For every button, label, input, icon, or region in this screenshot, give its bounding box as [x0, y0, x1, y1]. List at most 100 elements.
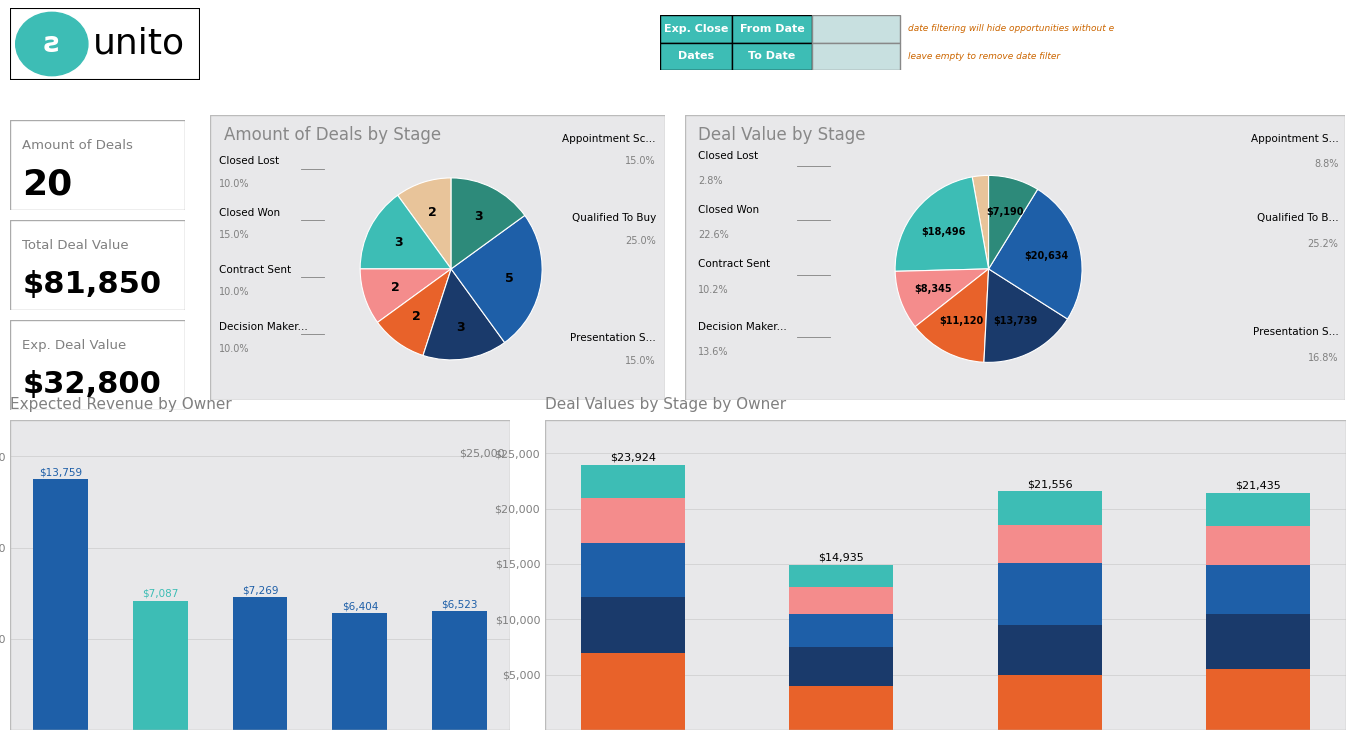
Bar — [1206, 669, 1310, 730]
Text: 3: 3 — [474, 210, 482, 222]
FancyBboxPatch shape — [812, 15, 900, 42]
Bar — [790, 615, 894, 647]
Text: 10.0%: 10.0% — [219, 344, 249, 354]
Text: Contract Sent: Contract Sent — [699, 259, 770, 269]
Text: Appointment Sc...: Appointment Sc... — [563, 133, 656, 144]
Wedge shape — [361, 269, 451, 322]
Text: 3: 3 — [456, 321, 464, 334]
Wedge shape — [895, 269, 988, 327]
Text: Deal Value by Stage: Deal Value by Stage — [699, 126, 865, 144]
Text: $23,924: $23,924 — [611, 453, 657, 463]
Bar — [133, 600, 187, 730]
Text: 2.8%: 2.8% — [699, 176, 723, 186]
Text: $7,190: $7,190 — [985, 208, 1023, 217]
Bar — [1206, 565, 1310, 614]
FancyBboxPatch shape — [812, 42, 900, 70]
Text: Amount of Deals by Stage: Amount of Deals by Stage — [223, 126, 440, 144]
Bar — [997, 525, 1101, 563]
Bar — [997, 491, 1101, 525]
Bar — [1206, 493, 1310, 526]
Text: Dates: Dates — [678, 51, 715, 61]
Bar — [1206, 526, 1310, 565]
FancyBboxPatch shape — [660, 42, 732, 70]
Text: $6,404: $6,404 — [342, 601, 378, 612]
Text: Closed Won: Closed Won — [699, 205, 759, 215]
Text: Expected Revenue by Owner: Expected Revenue by Owner — [9, 397, 232, 412]
Text: 10.0%: 10.0% — [219, 287, 249, 298]
Text: 10.0%: 10.0% — [219, 179, 249, 189]
Bar — [581, 465, 685, 498]
Text: $14,935: $14,935 — [818, 553, 864, 562]
Text: $81,850: $81,850 — [23, 270, 162, 299]
Text: unito: unito — [93, 27, 186, 61]
FancyBboxPatch shape — [732, 15, 812, 42]
Bar — [581, 498, 685, 542]
Text: date filtering will hide opportunities without e: date filtering will hide opportunities w… — [909, 25, 1114, 33]
Text: Closed Lost: Closed Lost — [219, 156, 279, 167]
Bar — [432, 611, 487, 730]
Text: 15.0%: 15.0% — [626, 356, 656, 366]
Wedge shape — [377, 269, 451, 356]
Wedge shape — [895, 177, 988, 272]
Text: $8,345: $8,345 — [914, 284, 952, 294]
Text: 2: 2 — [412, 310, 421, 323]
Text: Decision Maker...: Decision Maker... — [219, 321, 308, 332]
Wedge shape — [451, 178, 525, 269]
Text: 15.0%: 15.0% — [219, 231, 250, 240]
Bar — [997, 563, 1101, 625]
Text: 8.8%: 8.8% — [1314, 159, 1338, 169]
Text: Presentation S...: Presentation S... — [1253, 327, 1338, 337]
Text: Presentation S...: Presentation S... — [571, 333, 656, 343]
Text: $7,269: $7,269 — [242, 586, 279, 596]
Text: leave empty to remove date filter: leave empty to remove date filter — [909, 52, 1061, 61]
Text: From Date: From Date — [739, 24, 805, 33]
Text: Qualified To Buy: Qualified To Buy — [572, 214, 656, 223]
Bar — [790, 565, 894, 587]
Text: 5: 5 — [505, 272, 514, 285]
Text: 2: 2 — [390, 280, 400, 294]
Text: 22.6%: 22.6% — [699, 231, 730, 240]
Bar — [1206, 614, 1310, 669]
Text: $20,634: $20,634 — [1024, 251, 1069, 260]
Text: ƨ: ƨ — [43, 30, 61, 58]
Text: $21,435: $21,435 — [1234, 481, 1280, 490]
Text: $7,087: $7,087 — [141, 589, 178, 599]
Wedge shape — [397, 178, 451, 269]
Text: 16.8%: 16.8% — [1308, 353, 1338, 363]
Wedge shape — [988, 189, 1082, 319]
Wedge shape — [361, 195, 451, 269]
Text: 13.6%: 13.6% — [699, 347, 728, 357]
Text: $32,800: $32,800 — [23, 371, 162, 400]
Text: Closed Won: Closed Won — [219, 208, 280, 217]
Bar — [332, 613, 388, 730]
Bar — [997, 625, 1101, 675]
Text: 2: 2 — [428, 206, 437, 219]
Bar — [790, 587, 894, 615]
Text: 25.2%: 25.2% — [1307, 239, 1338, 249]
Text: Deal Values by Stage by Owner: Deal Values by Stage by Owner — [545, 397, 786, 412]
Bar — [997, 675, 1101, 730]
Wedge shape — [915, 269, 988, 362]
Text: Contract Sent: Contract Sent — [219, 265, 291, 275]
Text: To Date: To Date — [748, 51, 795, 61]
Text: 25.0%: 25.0% — [625, 236, 656, 246]
Text: 15.0%: 15.0% — [626, 156, 656, 167]
Wedge shape — [423, 269, 505, 360]
Text: Qualified To B...: Qualified To B... — [1257, 214, 1338, 223]
Text: Total Deal Value: Total Deal Value — [23, 239, 129, 251]
Text: $25,000: $25,000 — [459, 448, 505, 458]
FancyBboxPatch shape — [660, 15, 732, 42]
Wedge shape — [988, 176, 1038, 269]
Bar — [581, 597, 685, 652]
Text: Exp. Close: Exp. Close — [664, 24, 728, 33]
Text: $18,496: $18,496 — [921, 227, 965, 237]
FancyBboxPatch shape — [685, 115, 1345, 400]
Ellipse shape — [16, 13, 87, 76]
Text: Appointment S...: Appointment S... — [1250, 133, 1338, 144]
FancyBboxPatch shape — [732, 42, 812, 70]
Text: $11,120: $11,120 — [940, 316, 984, 326]
Text: Amount of Deals: Amount of Deals — [23, 138, 133, 152]
Text: 10.2%: 10.2% — [699, 284, 728, 295]
FancyBboxPatch shape — [210, 115, 665, 400]
Bar — [581, 542, 685, 597]
